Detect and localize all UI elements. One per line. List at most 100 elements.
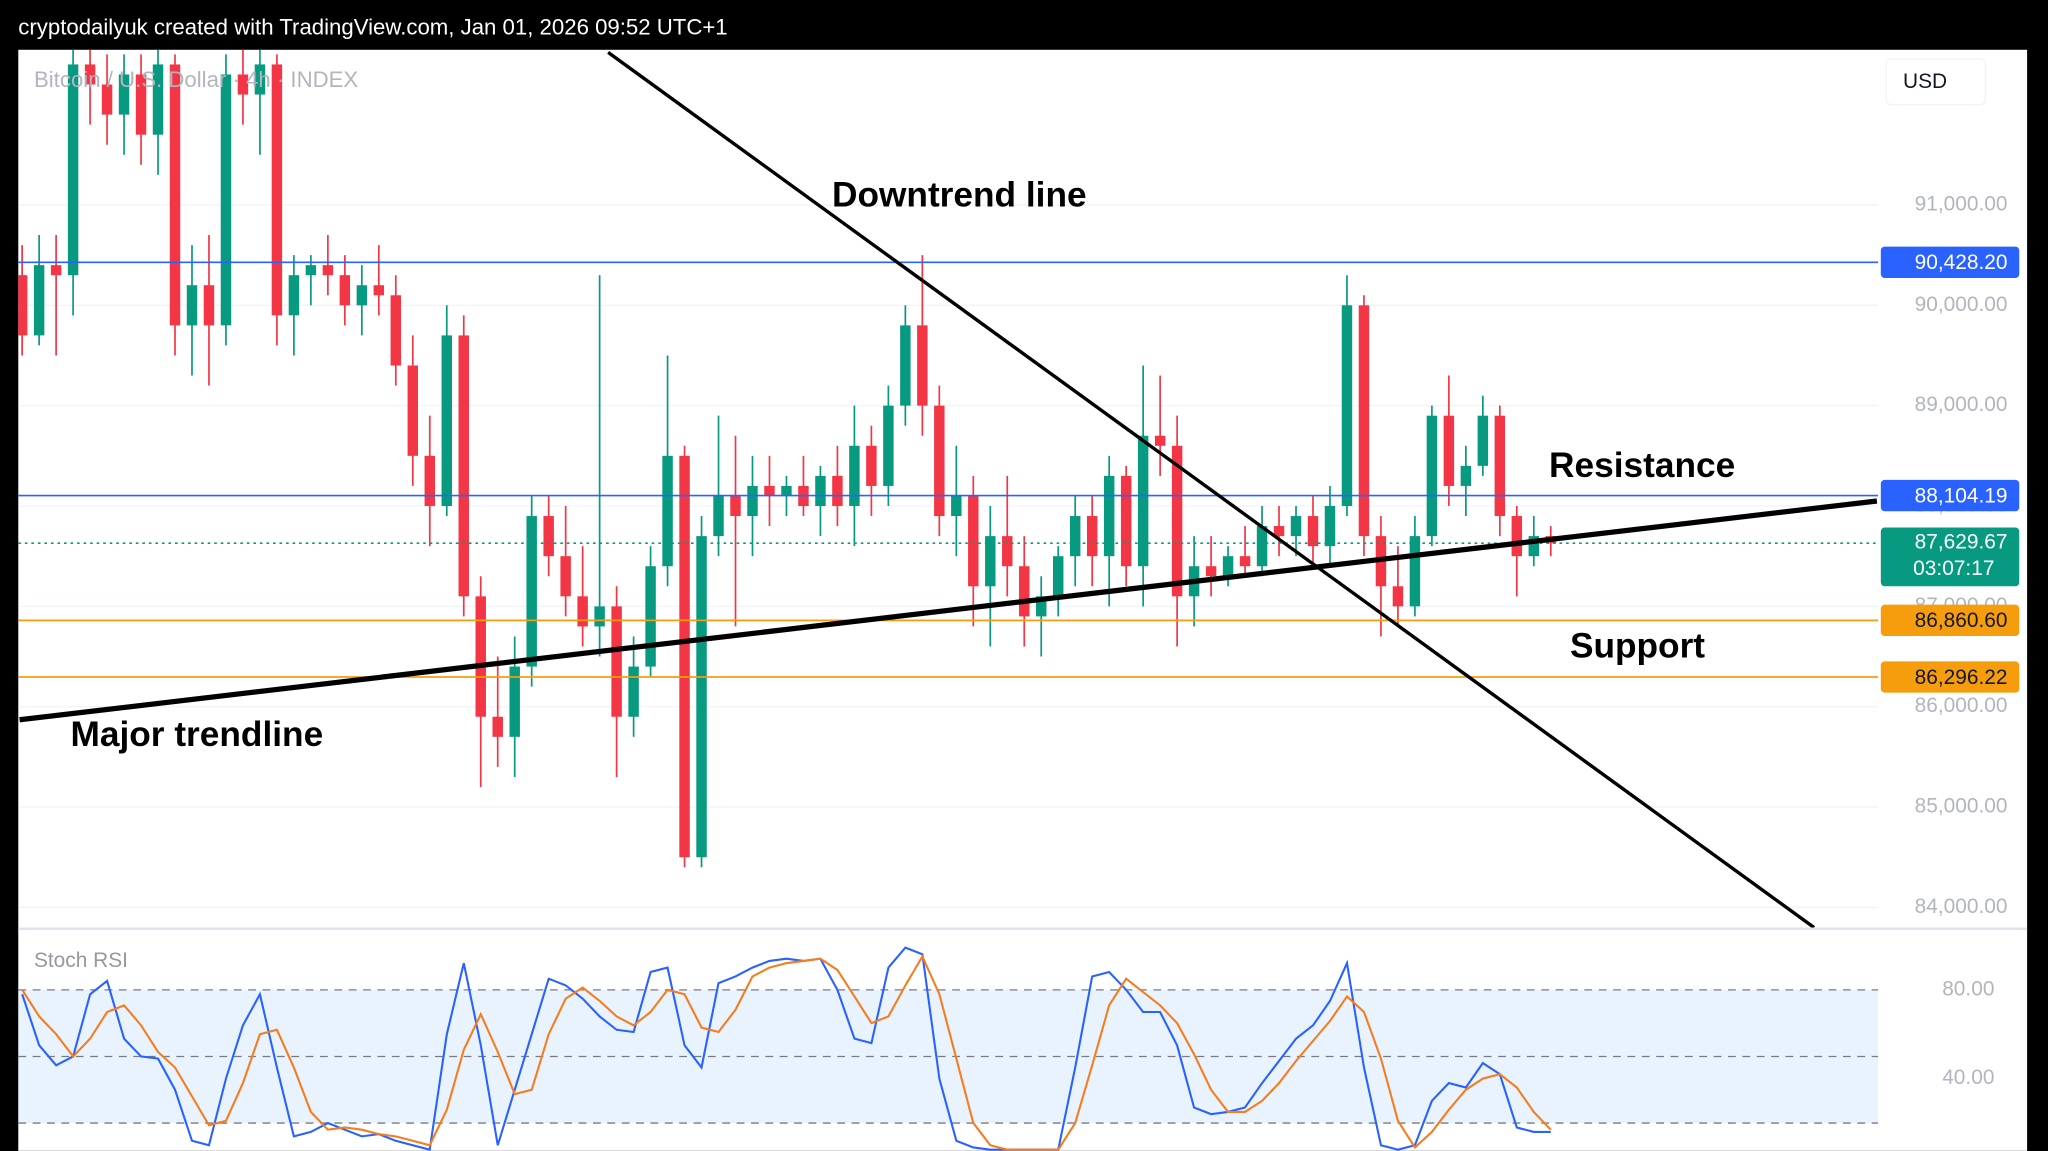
- candle-body: [509, 666, 520, 737]
- indicator-line: [21, 954, 1552, 1151]
- candle-body: [730, 495, 741, 517]
- annotation: Resistance: [1549, 446, 1735, 485]
- price-label-box: [1880, 479, 2020, 512]
- candle-body: [1205, 566, 1217, 577]
- candle-body: [883, 405, 894, 486]
- candle-body: [849, 445, 860, 507]
- candle-body: [492, 716, 503, 737]
- candle-body: [1443, 415, 1455, 486]
- candle-body: [934, 405, 945, 517]
- candle-body: [458, 335, 469, 597]
- candle-body: [271, 64, 283, 316]
- candle-body: [1036, 596, 1047, 617]
- candle-body: [611, 606, 622, 717]
- candle-body: [67, 64, 79, 276]
- candle-body: [1239, 556, 1251, 567]
- candle-body: [747, 485, 758, 517]
- y-tick-label: 86,000.00: [1915, 694, 2008, 717]
- candle-body: [441, 335, 452, 507]
- indicator-pane: [18, 946, 1879, 1151]
- indicator-line: [21, 946, 1551, 1151]
- candle-body: [237, 74, 249, 95]
- candle-body: [1222, 556, 1234, 577]
- price-label: 90,428.20: [1915, 251, 2008, 274]
- candle-body: [1392, 586, 1404, 607]
- candle-body: [764, 485, 775, 496]
- candle-body: [1528, 536, 1540, 557]
- candle-body: [1019, 566, 1030, 617]
- candle-body: [288, 275, 300, 316]
- candle-body: [594, 606, 605, 627]
- candle-body: [1477, 415, 1489, 466]
- candle-body: [152, 64, 164, 135]
- price-label-box: [1880, 604, 2020, 637]
- candle-body: [101, 84, 113, 115]
- candle-body: [1290, 516, 1302, 537]
- candle-body: [220, 74, 232, 326]
- candle-body: [18, 275, 28, 336]
- candle-body: [560, 556, 571, 597]
- current-price-box: [1880, 527, 2020, 587]
- candle-body: [1137, 435, 1149, 567]
- candle-body: [645, 566, 656, 667]
- candle-body: [1002, 536, 1013, 567]
- candle-body: [1256, 526, 1268, 567]
- candle-body: [169, 64, 181, 326]
- candle-body: [424, 455, 436, 507]
- y-tick-label: 89,000.00: [1915, 393, 2008, 416]
- candle-body: [526, 516, 537, 667]
- candle-body: [577, 596, 588, 627]
- candle-body: [1324, 506, 1336, 547]
- candle-body: [1307, 516, 1319, 547]
- price-label: 88,104.19: [1915, 484, 2008, 507]
- header: cryptodailyuk created with TradingView.c…: [18, 15, 727, 40]
- candle-body: [1341, 305, 1353, 507]
- annotation: Support: [1570, 626, 1705, 665]
- candle-body: [900, 325, 911, 406]
- candle-body: [339, 275, 351, 306]
- overbought-band: [18, 989, 1879, 1124]
- candle-body: [1460, 465, 1472, 486]
- candle-body: [390, 295, 402, 366]
- candle-body: [33, 265, 45, 336]
- candle-body: [1103, 475, 1115, 557]
- candle-body: [1154, 435, 1166, 446]
- candle-body: [186, 285, 198, 326]
- candle-body: [696, 536, 707, 858]
- candle-body: [475, 596, 486, 717]
- candle-body: [84, 64, 96, 85]
- indicator-tick-label: 80.00: [1942, 977, 1994, 1000]
- currency-box[interactable]: [1885, 58, 1986, 106]
- candle-body: [1511, 516, 1523, 557]
- candle-body: [1273, 526, 1285, 537]
- y-tick-label: 84,000.00: [1915, 895, 2008, 918]
- currency[interactable]: USD: [1903, 70, 1947, 93]
- candle-body: [543, 516, 554, 557]
- candle-body: [917, 325, 928, 406]
- price-axis: 84,000.0085,000.0086,000.0087,000.0088,0…: [1880, 192, 2020, 1089]
- candle-body: [203, 285, 215, 326]
- candle-body: [968, 495, 979, 587]
- candle-body: [815, 475, 826, 507]
- candle-body: [254, 64, 266, 95]
- candle-body: [322, 265, 334, 276]
- candle-body: [985, 536, 996, 587]
- annotation: Major trendline: [71, 715, 324, 754]
- price-label: 86,860.60: [1915, 609, 2008, 632]
- candle-body: [713, 495, 724, 537]
- candle-body: [118, 74, 130, 115]
- candle-body: [866, 445, 877, 486]
- annotation: Downtrend line: [832, 176, 1087, 215]
- current-price-label: 87,629.67: [1915, 531, 2008, 554]
- y-tick-label: 91,000.00: [1915, 192, 2008, 215]
- candle-body: [356, 285, 368, 306]
- candle-body: [1171, 445, 1183, 597]
- candle-body: [305, 265, 317, 276]
- main-pane: [18, 49, 1879, 928]
- candle-body: [373, 285, 385, 296]
- price-label: 86,296.22: [1915, 666, 2008, 689]
- candle-body: [832, 475, 843, 507]
- candle-body: [407, 365, 419, 456]
- symbol-legend: Bitcoin / U.S. Dollar · 4h · INDEX: [34, 67, 358, 92]
- candle-body: [951, 495, 962, 517]
